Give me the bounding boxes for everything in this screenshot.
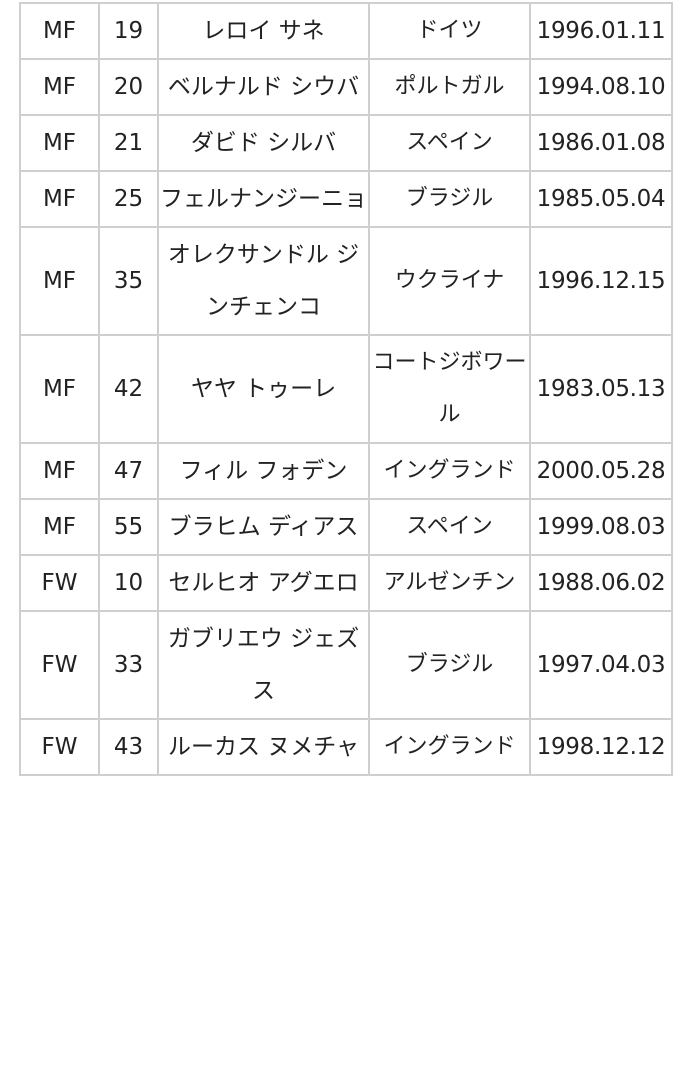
position-cell: FW xyxy=(19,554,100,612)
name-cell: ベルナルド シウバ xyxy=(157,58,370,116)
name-cell: レロイ サネ xyxy=(157,2,370,60)
birthdate-cell: 1988.06.02 xyxy=(529,554,673,612)
position-cell: MF xyxy=(19,442,100,500)
position-cell: MF xyxy=(19,114,100,172)
number-cell: 25 xyxy=(98,170,159,228)
table-row: MF 42 ヤヤ トゥーレ コートジボワール 1983.05.13 xyxy=(19,334,673,444)
table-row: MF 25 フェルナンジーニョ ブラジル 1985.05.04 xyxy=(19,170,673,228)
birthdate-cell: 1985.05.04 xyxy=(529,170,673,228)
country-cell: ウクライナ xyxy=(368,226,531,336)
birthdate-cell: 1986.01.08 xyxy=(529,114,673,172)
birthdate-cell: 2000.05.28 xyxy=(529,442,673,500)
position-cell: MF xyxy=(19,170,100,228)
country-cell: イングランド xyxy=(368,442,531,500)
position-cell: MF xyxy=(19,334,100,444)
table-row: MF 55 ブラヒム ディアス スペイン 1999.08.03 xyxy=(19,498,673,556)
name-cell: ガブリエウ ジェズス xyxy=(157,610,370,720)
table-row: MF 47 フィル フォデン イングランド 2000.05.28 xyxy=(19,442,673,500)
table-row: FW 33 ガブリエウ ジェズス ブラジル 1997.04.03 xyxy=(19,610,673,720)
table-row: MF 20 ベルナルド シウバ ポルトガル 1994.08.10 xyxy=(19,58,673,116)
country-cell: コートジボワール xyxy=(368,334,531,444)
country-cell: アルゼンチン xyxy=(368,554,531,612)
table-row: MF 35 オレクサンドル ジンチェンコ ウクライナ 1996.12.15 xyxy=(19,226,673,336)
birthdate-cell: 1999.08.03 xyxy=(529,498,673,556)
position-cell: MF xyxy=(19,58,100,116)
name-cell: セルヒオ アグエロ xyxy=(157,554,370,612)
table-row: MF 21 ダビド シルバ スペイン 1986.01.08 xyxy=(19,114,673,172)
birthdate-cell: 1998.12.12 xyxy=(529,718,673,776)
country-cell: ポルトガル xyxy=(368,58,531,116)
number-cell: 35 xyxy=(98,226,159,336)
number-cell: 21 xyxy=(98,114,159,172)
name-cell: フェルナンジーニョ xyxy=(157,170,370,228)
number-cell: 43 xyxy=(98,718,159,776)
name-cell: ダビド シルバ xyxy=(157,114,370,172)
player-table: MF 19 レロイ サネ ドイツ 1996.01.11 MF 20 ベルナルド シウバ ポルトガ… xyxy=(19,2,673,776)
position-cell: MF xyxy=(19,2,100,60)
table-row: MF 19 レロイ サネ ドイツ 1996.01.11 xyxy=(19,2,673,60)
name-cell: ヤヤ トゥーレ xyxy=(157,334,370,444)
country-cell: スペイン xyxy=(368,498,531,556)
name-cell: オレクサンドル ジンチェンコ xyxy=(157,226,370,336)
position-cell: FW xyxy=(19,610,100,720)
country-cell: ドイツ xyxy=(368,2,531,60)
name-cell: ブラヒム ディアス xyxy=(157,498,370,556)
number-cell: 19 xyxy=(98,2,159,60)
country-cell: ブラジル xyxy=(368,170,531,228)
number-cell: 47 xyxy=(98,442,159,500)
name-cell: フィル フォデン xyxy=(157,442,370,500)
position-cell: MF xyxy=(19,226,100,336)
position-cell: FW xyxy=(19,718,100,776)
country-cell: スペイン xyxy=(368,114,531,172)
number-cell: 10 xyxy=(98,554,159,612)
table-row: FW 43 ルーカス ヌメチャ イングランド 1998.12.12 xyxy=(19,718,673,776)
birthdate-cell: 1994.08.10 xyxy=(529,58,673,116)
birthdate-cell: 1996.01.11 xyxy=(529,2,673,60)
number-cell: 20 xyxy=(98,58,159,116)
birthdate-cell: 1996.12.15 xyxy=(529,226,673,336)
country-cell: ブラジル xyxy=(368,610,531,720)
birthdate-cell: 1983.05.13 xyxy=(529,334,673,444)
number-cell: 55 xyxy=(98,498,159,556)
number-cell: 33 xyxy=(98,610,159,720)
country-cell: イングランド xyxy=(368,718,531,776)
table-row: FW 10 セルヒオ アグエロ アルゼンチン 1988.06.02 xyxy=(19,554,673,612)
name-cell: ルーカス ヌメチャ xyxy=(157,718,370,776)
birthdate-cell: 1997.04.03 xyxy=(529,610,673,720)
number-cell: 42 xyxy=(98,334,159,444)
position-cell: MF xyxy=(19,498,100,556)
